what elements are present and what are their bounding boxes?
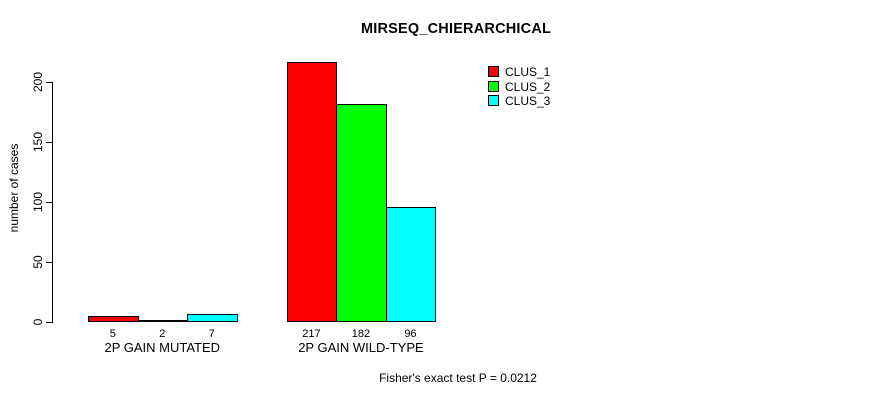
bar-clus_1-2 [286,62,338,322]
bar-value-label: 2 [159,328,166,340]
bar-value-label: 182 [351,328,371,340]
y-tick-mark [46,82,52,83]
bar-value-label: 217 [302,328,321,340]
y-axis-line [52,82,53,323]
y-tick-label: 50 [31,255,45,269]
legend-label: CLUS_3 [505,94,551,108]
bar-value-label: 96 [404,328,417,340]
legend-label: CLUS_2 [505,79,551,94]
bar-clus_3-1 [187,314,238,322]
bar-value-label: 5 [109,328,116,340]
annotation-fishers-test: Fisher's exact test P = 0.0212 [379,371,537,385]
y-tick-label: 100 [31,191,45,213]
legend-swatch-icon [488,95,499,106]
y-tick-mark [46,322,52,323]
bar-clus_2-1 [137,320,188,322]
legend-label: CLUS_1 [505,65,551,79]
chart-title: MIRSEQ_CHIERARCHICAL [360,21,552,37]
bar-clus_1-1 [88,316,139,322]
bar-clus_3-2 [385,207,437,322]
legend-swatch-icon [488,80,499,92]
bar-clus_2-2 [336,104,387,322]
y-tick-mark [46,142,52,143]
y-tick-label: 150 [31,131,45,153]
y-tick-label: 200 [31,71,45,93]
bar-value-label: 7 [208,328,215,340]
category-label: 2P GAIN WILD-TYPE [298,340,424,355]
legend-swatch-icon [488,66,499,77]
y-tick-mark [46,202,52,203]
category-label: 2P GAIN MUTATED [104,340,221,355]
y-axis-label: number of cases [7,143,21,233]
y-tick-mark [46,262,52,263]
y-tick-label: 0 [31,318,45,326]
